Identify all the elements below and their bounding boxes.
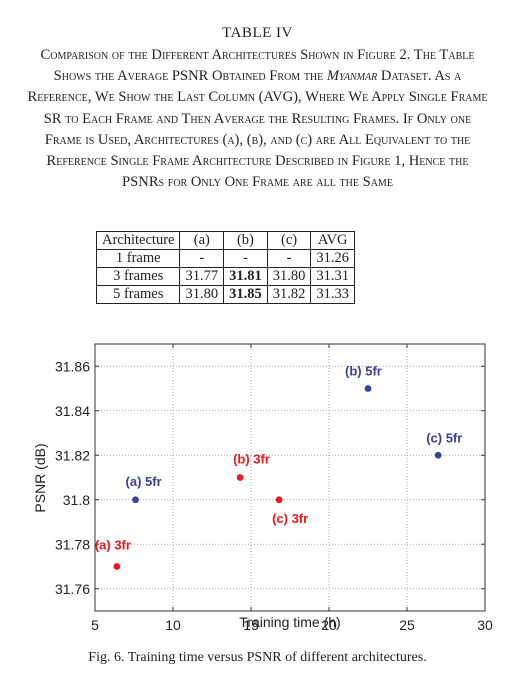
data-point bbox=[364, 385, 372, 392]
y-tick-label: 31.84 bbox=[55, 403, 90, 419]
plot-frame bbox=[94, 343, 486, 612]
comparison-table: Architecture (a) (b) (c) AVG 1 frame - -… bbox=[95, 231, 355, 304]
chart-ticks: 5 10 15 20 25 30 31.76 31.78 31.8 31.82 31.84 31.86 bbox=[55, 344, 493, 633]
figure-caption: Fig. 6. Training time versus PSNR of dif… bbox=[88, 650, 427, 665]
header-architecture: Architecture bbox=[95, 231, 181, 250]
chart-grid bbox=[95, 344, 485, 611]
data-label: (c) 5fr bbox=[426, 430, 462, 445]
x-tick-label: 5 bbox=[91, 617, 99, 633]
row-label: 5 frames bbox=[95, 285, 181, 304]
table-row: 3 frames 31.77 31.81 31.80 31.31 bbox=[95, 267, 355, 286]
data-label: (a) 3fr bbox=[95, 538, 131, 553]
cell-avg: 31.33 bbox=[310, 285, 355, 304]
dataset-name: Myanmar bbox=[326, 68, 378, 85]
cell-a: 31.77 bbox=[179, 267, 225, 286]
y-tick-label: 31.82 bbox=[55, 447, 90, 463]
cell-a: 31.80 bbox=[179, 285, 225, 304]
data-point bbox=[132, 496, 139, 504]
header-b: (b) bbox=[223, 231, 268, 250]
cell-avg: 31.26 bbox=[310, 249, 355, 268]
x-tick-label: 20 bbox=[321, 617, 337, 633]
header-c: (c) bbox=[266, 231, 312, 250]
data-label: (b) 5fr bbox=[345, 364, 382, 379]
y-tick-label: 31.86 bbox=[55, 358, 90, 374]
data-point bbox=[236, 474, 244, 481]
table-title: TABLE IV bbox=[222, 25, 293, 41]
data-label: (c) 3fr bbox=[272, 511, 308, 526]
y-tick-label: 31.76 bbox=[55, 581, 90, 597]
x-tick-label: 15 bbox=[243, 617, 259, 633]
scatter-chart: 5 10 15 20 25 30 31.76 31.78 31.8 31.82 31.84 31.86… bbox=[32, 343, 493, 633]
row-label: 3 frames bbox=[95, 267, 181, 286]
row-label: 1 frame bbox=[95, 249, 181, 268]
table-caption-text: Comparison of the Different Architecture… bbox=[40, 47, 475, 85]
x-tick-label: 10 bbox=[165, 617, 181, 633]
y-tick-label: 31.8 bbox=[63, 492, 90, 508]
cell-c: 31.80 bbox=[266, 267, 312, 286]
cell-avg: 31.31 bbox=[310, 267, 355, 286]
cell-b: 31.85 bbox=[223, 285, 268, 304]
data-label: (b) 3fr bbox=[233, 452, 270, 467]
x-tick-label: 25 bbox=[399, 617, 415, 633]
x-axis-label: Training time (h) bbox=[239, 614, 340, 630]
cell-b: 31.81 bbox=[223, 267, 268, 286]
table-caption-text-cont: Dataset. As a Reference, We Show the Las… bbox=[27, 68, 488, 191]
data-point bbox=[275, 496, 283, 504]
cell-a: - bbox=[179, 249, 225, 268]
table-caption: Comparison of the Different Architecture… bbox=[26, 45, 489, 193]
cell-b: - bbox=[223, 249, 268, 268]
y-tick-label: 31.78 bbox=[55, 536, 90, 552]
table-header-row: Architecture (a) (b) (c) AVG bbox=[95, 231, 355, 250]
x-tick-label: 30 bbox=[477, 617, 493, 633]
table-row: 1 frame - - - 31.26 bbox=[95, 249, 355, 268]
header-a: (a) bbox=[179, 231, 225, 250]
header-avg: AVG bbox=[310, 231, 355, 250]
cell-c: - bbox=[266, 249, 312, 268]
data-label: (a) 5fr bbox=[126, 474, 162, 489]
cell-c: 31.82 bbox=[266, 285, 312, 304]
chart-points: (a) 3fr (a) 5fr (b) 3fr (b) 5fr (c) 3fr (c) 5… bbox=[95, 364, 462, 570]
data-point bbox=[434, 451, 442, 459]
table-row: 5 frames 31.80 31.85 31.82 31.33 bbox=[95, 285, 355, 304]
y-axis-label: PSNR (dB) bbox=[32, 443, 48, 512]
data-point bbox=[113, 563, 121, 570]
